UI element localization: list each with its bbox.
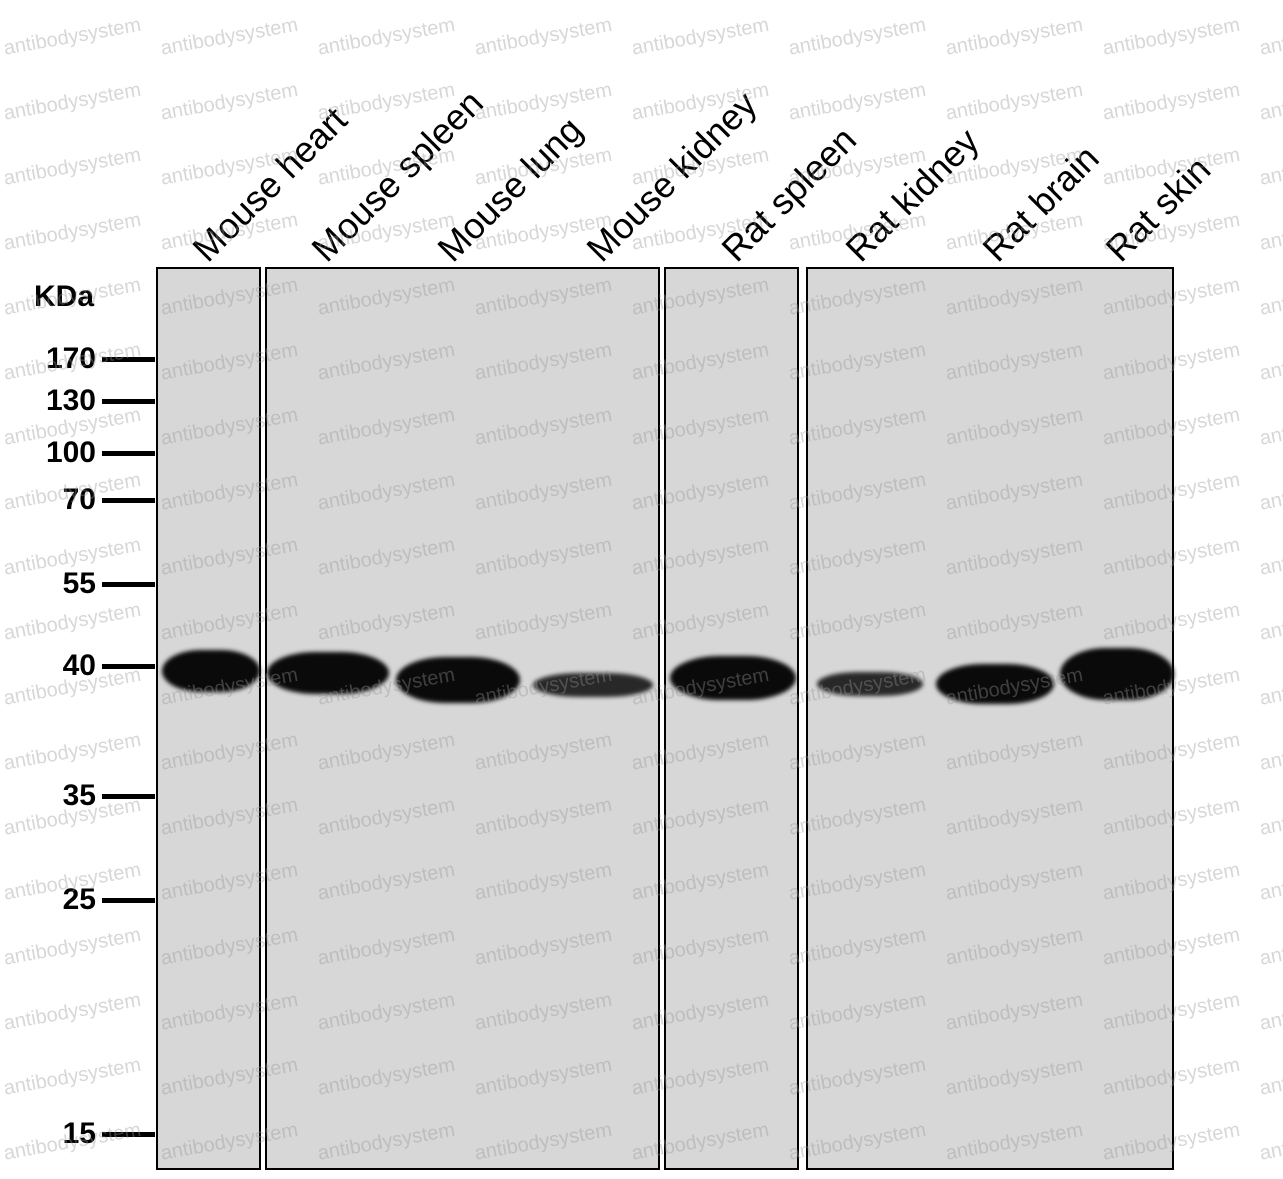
marker-tick bbox=[102, 399, 155, 404]
watermark-text: antibodysystem bbox=[1258, 208, 1283, 255]
band-mouse-spleen bbox=[267, 652, 389, 694]
watermark-text: antibodysystem bbox=[1258, 663, 1283, 710]
watermark-text: antibodysystem bbox=[1258, 468, 1283, 515]
marker-tick bbox=[102, 498, 155, 503]
watermark-text: antibodysystem bbox=[1258, 1118, 1283, 1165]
watermark-text: antibodysystem bbox=[1101, 13, 1242, 60]
watermark-text: antibodysystem bbox=[1258, 1053, 1283, 1100]
watermark-text: antibodysystem bbox=[1258, 988, 1283, 1035]
watermark-text: antibodysystem bbox=[1258, 143, 1283, 190]
watermark-text: antibodysystem bbox=[944, 13, 1085, 60]
watermark-text: antibodysystem bbox=[316, 13, 457, 60]
watermark-text: antibodysystem bbox=[1258, 923, 1283, 970]
lane-label-rat-spleen: Rat spleen bbox=[713, 118, 865, 270]
band-mouse-heart bbox=[162, 650, 260, 692]
marker-tick bbox=[102, 794, 155, 799]
watermark-text: antibodysystem bbox=[159, 13, 300, 60]
marker-text: 130 bbox=[45, 384, 96, 417]
band-rat-skin bbox=[1060, 648, 1174, 700]
blot-panel-2 bbox=[265, 267, 660, 1170]
watermark-text: antibodysystem bbox=[944, 78, 1085, 125]
unit-label: KDa bbox=[34, 280, 95, 313]
watermark-text: antibodysystem bbox=[1258, 338, 1283, 385]
watermark-text: antibodysystem bbox=[630, 13, 771, 60]
marker-tick bbox=[102, 357, 155, 362]
marker-tick bbox=[102, 1132, 155, 1137]
watermark-text: antibodysystem bbox=[1258, 78, 1283, 125]
watermark-text: antibodysystem bbox=[1258, 533, 1283, 580]
lane-label-rat-brain: Rat brain bbox=[974, 137, 1107, 270]
marker-tick bbox=[102, 898, 155, 903]
band-rat-spleen bbox=[670, 656, 796, 700]
watermark-text: antibodysystem bbox=[2, 208, 143, 255]
watermark-text: antibodysystem bbox=[2, 143, 143, 190]
watermark-text: antibodysystem bbox=[1258, 273, 1283, 320]
watermark-text: antibodysystem bbox=[1258, 728, 1283, 775]
marker-tick bbox=[102, 664, 155, 669]
marker-text: 55 bbox=[62, 567, 96, 600]
marker-text: 70 bbox=[62, 483, 96, 516]
watermark-text: antibodysystem bbox=[1258, 598, 1283, 645]
band-mouse-kidney bbox=[533, 673, 653, 697]
watermark-text: antibodysystem bbox=[2, 988, 143, 1035]
marker-tick bbox=[102, 451, 155, 456]
marker-text: 170 bbox=[45, 342, 96, 375]
watermark-text: antibodysystem bbox=[1258, 13, 1283, 60]
marker-text: 15 bbox=[62, 1117, 96, 1150]
lane-label-rat-skin: Rat skin bbox=[1097, 148, 1219, 270]
blot-panel-4 bbox=[806, 267, 1174, 1170]
band-rat-brain bbox=[936, 664, 1054, 704]
marker-text: 40 bbox=[62, 649, 96, 682]
watermark-text: antibodysystem bbox=[473, 78, 614, 125]
band-rat-kidney bbox=[817, 672, 923, 696]
band-mouse-lung bbox=[396, 657, 520, 703]
watermark-text: antibodysystem bbox=[1258, 403, 1283, 450]
watermark-text: antibodysystem bbox=[2, 78, 143, 125]
watermark-text: antibodysystem bbox=[2, 13, 143, 60]
marker-tick bbox=[102, 582, 155, 587]
marker-text: 100 bbox=[45, 436, 96, 469]
watermark-text: antibodysystem bbox=[2, 923, 143, 970]
watermark-text: antibodysystem bbox=[787, 78, 928, 125]
watermark-text: antibodysystem bbox=[1101, 78, 1242, 125]
watermark-text: antibodysystem bbox=[2, 728, 143, 775]
marker-text: 25 bbox=[62, 883, 96, 916]
marker-text: 35 bbox=[62, 779, 96, 812]
blot-panel-1 bbox=[156, 267, 261, 1170]
watermark-text: antibodysystem bbox=[2, 1053, 143, 1100]
watermark-text: antibodysystem bbox=[159, 78, 300, 125]
blot-panel-3 bbox=[664, 267, 799, 1170]
watermark-text: antibodysystem bbox=[2, 598, 143, 645]
watermark-text: antibodysystem bbox=[473, 13, 614, 60]
watermark-text: antibodysystem bbox=[787, 13, 928, 60]
watermark-text: antibodysystem bbox=[1258, 793, 1283, 840]
watermark-text: antibodysystem bbox=[1258, 858, 1283, 905]
